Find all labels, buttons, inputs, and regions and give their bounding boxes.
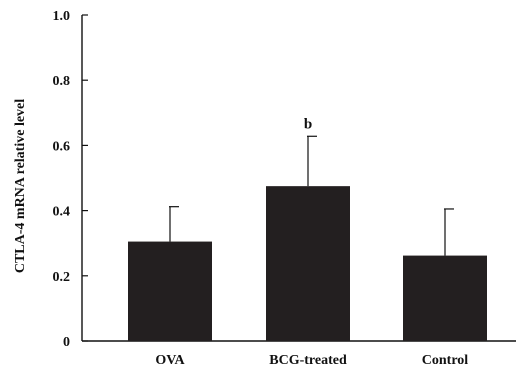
y-tick-label: 0.8: [53, 74, 71, 89]
y-tick-label: 0.6: [53, 139, 71, 154]
x-tick-label: OVA: [155, 353, 185, 368]
y-tick-label: 0: [63, 335, 70, 350]
y-tick-label: 1.0: [53, 9, 71, 24]
y-tick-label: 0.4: [53, 205, 71, 220]
x-tick-label: Control: [422, 353, 469, 368]
bar-ova: [128, 241, 212, 341]
bar-control: [403, 255, 487, 341]
plot-area: 0 0.2 0.4 0.6 0.8 1.0 OVA BCG-treated b Control: [53, 9, 516, 368]
y-tick-label: 0.2: [53, 270, 71, 285]
y-axis-label: CTLA-4 mRNA relative level: [13, 99, 28, 273]
bar-bcg-treated: [266, 186, 350, 341]
x-tick-label: BCG-treated: [269, 353, 347, 368]
significance-annotation: b: [304, 116, 312, 132]
